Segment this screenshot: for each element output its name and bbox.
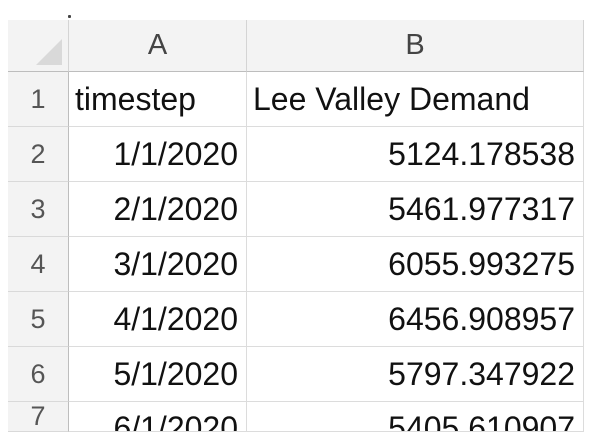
cell-a7-value: 6/1/2020 xyxy=(113,410,238,432)
cell-a5[interactable]: 4/1/2020 xyxy=(69,292,247,347)
row-header-7-label: 7 xyxy=(30,401,46,431)
cell-a4[interactable]: 3/1/2020 xyxy=(69,237,247,292)
column-header-a[interactable]: A xyxy=(69,20,247,72)
row-header-4[interactable]: 4 xyxy=(8,237,69,292)
cell-b5[interactable]: 6456.908957 xyxy=(247,292,584,347)
cell-b7-value: 5405.610907 xyxy=(388,410,575,432)
cell-a3[interactable]: 2/1/2020 xyxy=(69,182,247,237)
spreadsheet-grid: A B 1 timestep Lee Valley Demand 2 1/1/2… xyxy=(8,20,584,432)
cursor-dot xyxy=(68,15,71,18)
row-header-7[interactable]: 7 xyxy=(8,401,69,432)
cell-b7[interactable]: 5405.610907 xyxy=(247,402,584,432)
row-header-2[interactable]: 2 xyxy=(8,127,69,182)
cell-b1[interactable]: Lee Valley Demand xyxy=(247,72,584,127)
row-header-5[interactable]: 5 xyxy=(8,292,69,347)
select-all-button[interactable] xyxy=(8,20,69,72)
row-header-3[interactable]: 3 xyxy=(8,182,69,237)
column-header-b[interactable]: B xyxy=(247,20,584,72)
cell-b3[interactable]: 5461.977317 xyxy=(247,182,584,237)
cell-a7[interactable]: 6/1/2020 xyxy=(69,402,247,432)
select-all-triangle-icon xyxy=(36,39,62,65)
cell-a1[interactable]: timestep xyxy=(69,72,247,127)
cell-a6[interactable]: 5/1/2020 xyxy=(69,347,247,402)
cell-a2[interactable]: 1/1/2020 xyxy=(69,127,247,182)
row-header-6[interactable]: 6 xyxy=(8,347,69,402)
cell-b4[interactable]: 6055.993275 xyxy=(247,237,584,292)
cell-b2[interactable]: 5124.178538 xyxy=(247,127,584,182)
cell-b6[interactable]: 5797.347922 xyxy=(247,347,584,402)
toolbar-strip xyxy=(0,0,590,20)
row-header-1[interactable]: 1 xyxy=(8,72,69,127)
